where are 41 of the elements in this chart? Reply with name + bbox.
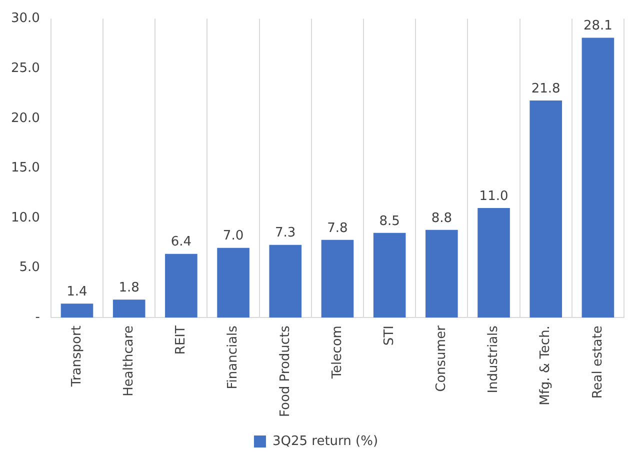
text: 11.0 [479,188,508,204]
x-tick-label: Transport [69,326,84,388]
bar [321,240,354,318]
bar [478,208,510,318]
x-tick-label: Financials [226,325,241,390]
bar [373,232,406,318]
text: 7.0 [222,228,244,244]
x-tick-label: Real estate [590,326,606,399]
text: 21.8 [531,81,560,96]
bar [530,100,562,318]
bar [60,304,94,318]
x-tick-label: REIT [174,326,189,355]
x-tick-label: Healthcare [121,326,136,396]
text: 1.4 [66,284,88,300]
y-tick-label: 30.0 [10,11,40,26]
y-tick-label: 20.0 [10,110,40,126]
bar [426,230,458,318]
bar [582,38,614,318]
text: 8.5 [379,214,400,229]
y-tick-label: 15.0 [10,160,40,176]
x-tick-label: Mfg. & Tech. [538,326,554,406]
bar [112,300,146,318]
text: 1.8 [118,280,140,296]
text: 6.4 [170,234,192,250]
text: 28.1 [583,18,612,34]
y-tick-label: 10.0 [10,210,40,226]
x-tick-label: Telecom [330,326,345,380]
text: 7.3 [275,226,296,241]
x-tick-label: STI [382,326,397,346]
y-tick-label: 5.0 [19,260,40,276]
x-tick-label: Food Products [278,325,293,418]
bar [165,254,198,318]
text: 7.8 [327,220,348,236]
y-tick-label: 25.0 [10,60,40,76]
bar [269,244,302,318]
legend-label: 3Q25 return (%) [272,434,378,449]
y-tick-label: - [35,310,40,325]
x-tick-label: Industrials [486,325,502,394]
text: 8.8 [431,210,452,226]
x-tick-label: Consumer [434,324,450,392]
bar [217,248,250,318]
